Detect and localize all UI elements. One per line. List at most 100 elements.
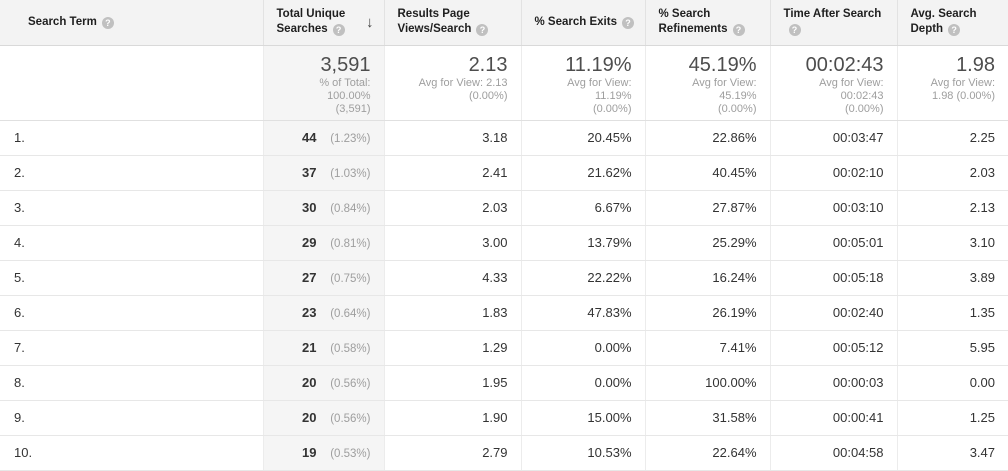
unique-searches-pct: (0.81%) xyxy=(330,238,371,250)
search-exits-value: 21.62% xyxy=(520,155,645,191)
table-row: 9. 20 (0.56%) 1.90 15.00% 31.58% 00:00:41… xyxy=(0,400,1008,436)
search-refinements-value: 25.29% xyxy=(644,225,770,261)
help-icon[interactable]: ? xyxy=(101,16,114,29)
column-header-search-term[interactable]: Search Term? xyxy=(0,0,263,46)
views-per-search-value: 3.00 xyxy=(383,225,521,261)
column-label: % Search Exits xyxy=(534,15,617,28)
unique-searches-pct: (0.64%) xyxy=(330,308,371,320)
summary-search-term-cell xyxy=(0,45,263,121)
search-exits-value: 13.79% xyxy=(520,225,645,261)
column-label: % Search Refinements xyxy=(658,8,728,36)
column-header-search-exits[interactable]: % Search Exits? xyxy=(520,0,645,46)
search-depth-value: 3.10 xyxy=(896,225,1008,261)
row-index: 3. xyxy=(14,200,25,215)
help-icon[interactable]: ? xyxy=(788,24,801,37)
summary-subtext: Avg for View: 45.19% xyxy=(692,76,757,102)
search-exits-value: 10.53% xyxy=(520,435,645,471)
search-depth-value: 1.25 xyxy=(896,400,1008,436)
unique-searches-value: 29 xyxy=(302,235,317,250)
help-icon[interactable]: ? xyxy=(732,24,745,37)
table-header-row: Search Term? Total Unique Searches? ↓ Re… xyxy=(0,0,1008,46)
views-per-search-value: 1.29 xyxy=(383,330,521,366)
column-header-avg-search-depth[interactable]: Avg. Search Depth? xyxy=(896,0,1008,46)
summary-value: 00:02:43 xyxy=(805,53,884,76)
search-refinements-value: 40.45% xyxy=(644,155,770,191)
views-per-search-value: 3.18 xyxy=(383,120,521,156)
summary-subtext: Avg for View: 00:02:43 xyxy=(819,76,884,102)
views-per-search-value: 1.83 xyxy=(383,295,521,331)
summary-subtext: Avg for View: 2.13 xyxy=(418,76,508,89)
summary-value: 3,591 xyxy=(320,53,371,76)
unique-searches-value: 27 xyxy=(302,270,317,285)
column-header-total-unique-searches[interactable]: Total Unique Searches? ↓ xyxy=(262,0,384,46)
summary-subtext: Avg for View: 11.19% xyxy=(567,76,632,102)
unique-searches-value: 23 xyxy=(302,305,317,320)
row-index: 7. xyxy=(14,340,25,355)
search-depth-value: 2.13 xyxy=(896,190,1008,226)
column-header-search-refinements[interactable]: % Search Refinements? xyxy=(644,0,770,46)
search-exits-value: 22.22% xyxy=(520,260,645,296)
unique-searches-pct: (0.75%) xyxy=(330,273,371,285)
sort-descending-icon: ↓ xyxy=(366,13,374,31)
summary-subtext: 1.98 (0.00%) xyxy=(932,89,995,102)
column-header-results-page-views-per-search[interactable]: Results Page Views/Search? xyxy=(383,0,521,46)
row-index: 9. xyxy=(14,410,25,425)
time-after-search-value: 00:00:41 xyxy=(769,400,897,436)
views-per-search-value: 1.90 xyxy=(383,400,521,436)
unique-searches-pct: (0.56%) xyxy=(330,378,371,390)
time-after-search-value: 00:02:10 xyxy=(769,155,897,191)
views-per-search-value: 1.95 xyxy=(383,365,521,401)
time-after-search-value: 00:00:03 xyxy=(769,365,897,401)
unique-searches-value: 20 xyxy=(302,410,317,425)
search-refinements-value: 16.24% xyxy=(644,260,770,296)
table-row: 2. 37 (1.03%) 2.41 21.62% 40.45% 00:02:10… xyxy=(0,155,1008,191)
unique-searches-value: 37 xyxy=(302,165,317,180)
row-index: 2. xyxy=(14,165,25,180)
search-exits-value: 15.00% xyxy=(520,400,645,436)
summary-value: 11.19% xyxy=(565,53,632,76)
summary-value: 45.19% xyxy=(688,53,757,76)
column-label: Time After Search xyxy=(783,8,882,21)
summary-subtext: (0.00%) xyxy=(592,102,632,115)
summary-subtext: (0.00%) xyxy=(844,102,884,115)
table-row: 4. 29 (0.81%) 3.00 13.79% 25.29% 00:05:01… xyxy=(0,225,1008,261)
unique-searches-value: 44 xyxy=(302,130,317,145)
search-depth-value: 0.00 xyxy=(896,365,1008,401)
views-per-search-value: 4.33 xyxy=(383,260,521,296)
summary-search-refinements: 45.19% Avg for View: 45.19% (0.00%) xyxy=(644,45,770,121)
help-icon[interactable]: ? xyxy=(332,24,345,37)
summary-row: 3,591 % of Total: 100.00% (3,591) 2.13 A… xyxy=(0,45,1008,121)
search-exits-value: 20.45% xyxy=(520,120,645,156)
summary-value: 2.13 xyxy=(468,53,508,76)
unique-searches-pct: (0.53%) xyxy=(330,448,371,460)
help-icon[interactable]: ? xyxy=(948,24,961,37)
unique-searches-value: 30 xyxy=(302,200,317,215)
column-header-time-after-search[interactable]: Time After Search? xyxy=(769,0,897,46)
views-per-search-value: 2.79 xyxy=(383,435,521,471)
help-icon[interactable]: ? xyxy=(621,16,634,29)
time-after-search-value: 00:03:47 xyxy=(769,120,897,156)
search-depth-value: 1.35 xyxy=(896,295,1008,331)
search-depth-value: 2.25 xyxy=(896,120,1008,156)
table-row: 8. 20 (0.56%) 1.95 0.00% 100.00% 00:00:03… xyxy=(0,365,1008,401)
unique-searches-pct: (1.03%) xyxy=(330,168,371,180)
help-icon[interactable]: ? xyxy=(476,24,489,37)
summary-value: 1.98 xyxy=(956,53,995,76)
search-depth-value: 5.95 xyxy=(896,330,1008,366)
search-refinements-value: 31.58% xyxy=(644,400,770,436)
views-per-search-value: 2.41 xyxy=(383,155,521,191)
summary-subtext: % of Total: 100.00% xyxy=(319,76,371,102)
summary-total-unique-searches: 3,591 % of Total: 100.00% (3,591) xyxy=(262,45,384,121)
search-depth-value: 3.47 xyxy=(896,435,1008,471)
search-refinements-value: 26.19% xyxy=(644,295,770,331)
search-refinements-value: 27.87% xyxy=(644,190,770,226)
summary-time-after-search: 00:02:43 Avg for View: 00:02:43 (0.00%) xyxy=(769,45,897,121)
unique-searches-pct: (1.23%) xyxy=(330,133,371,145)
row-index: 1. xyxy=(14,130,25,145)
summary-search-exits: 11.19% Avg for View: 11.19% (0.00%) xyxy=(520,45,645,121)
column-label: Total Unique Searches xyxy=(276,8,346,36)
unique-searches-pct: (0.58%) xyxy=(330,343,371,355)
summary-subtext: (3,591) xyxy=(335,102,371,115)
